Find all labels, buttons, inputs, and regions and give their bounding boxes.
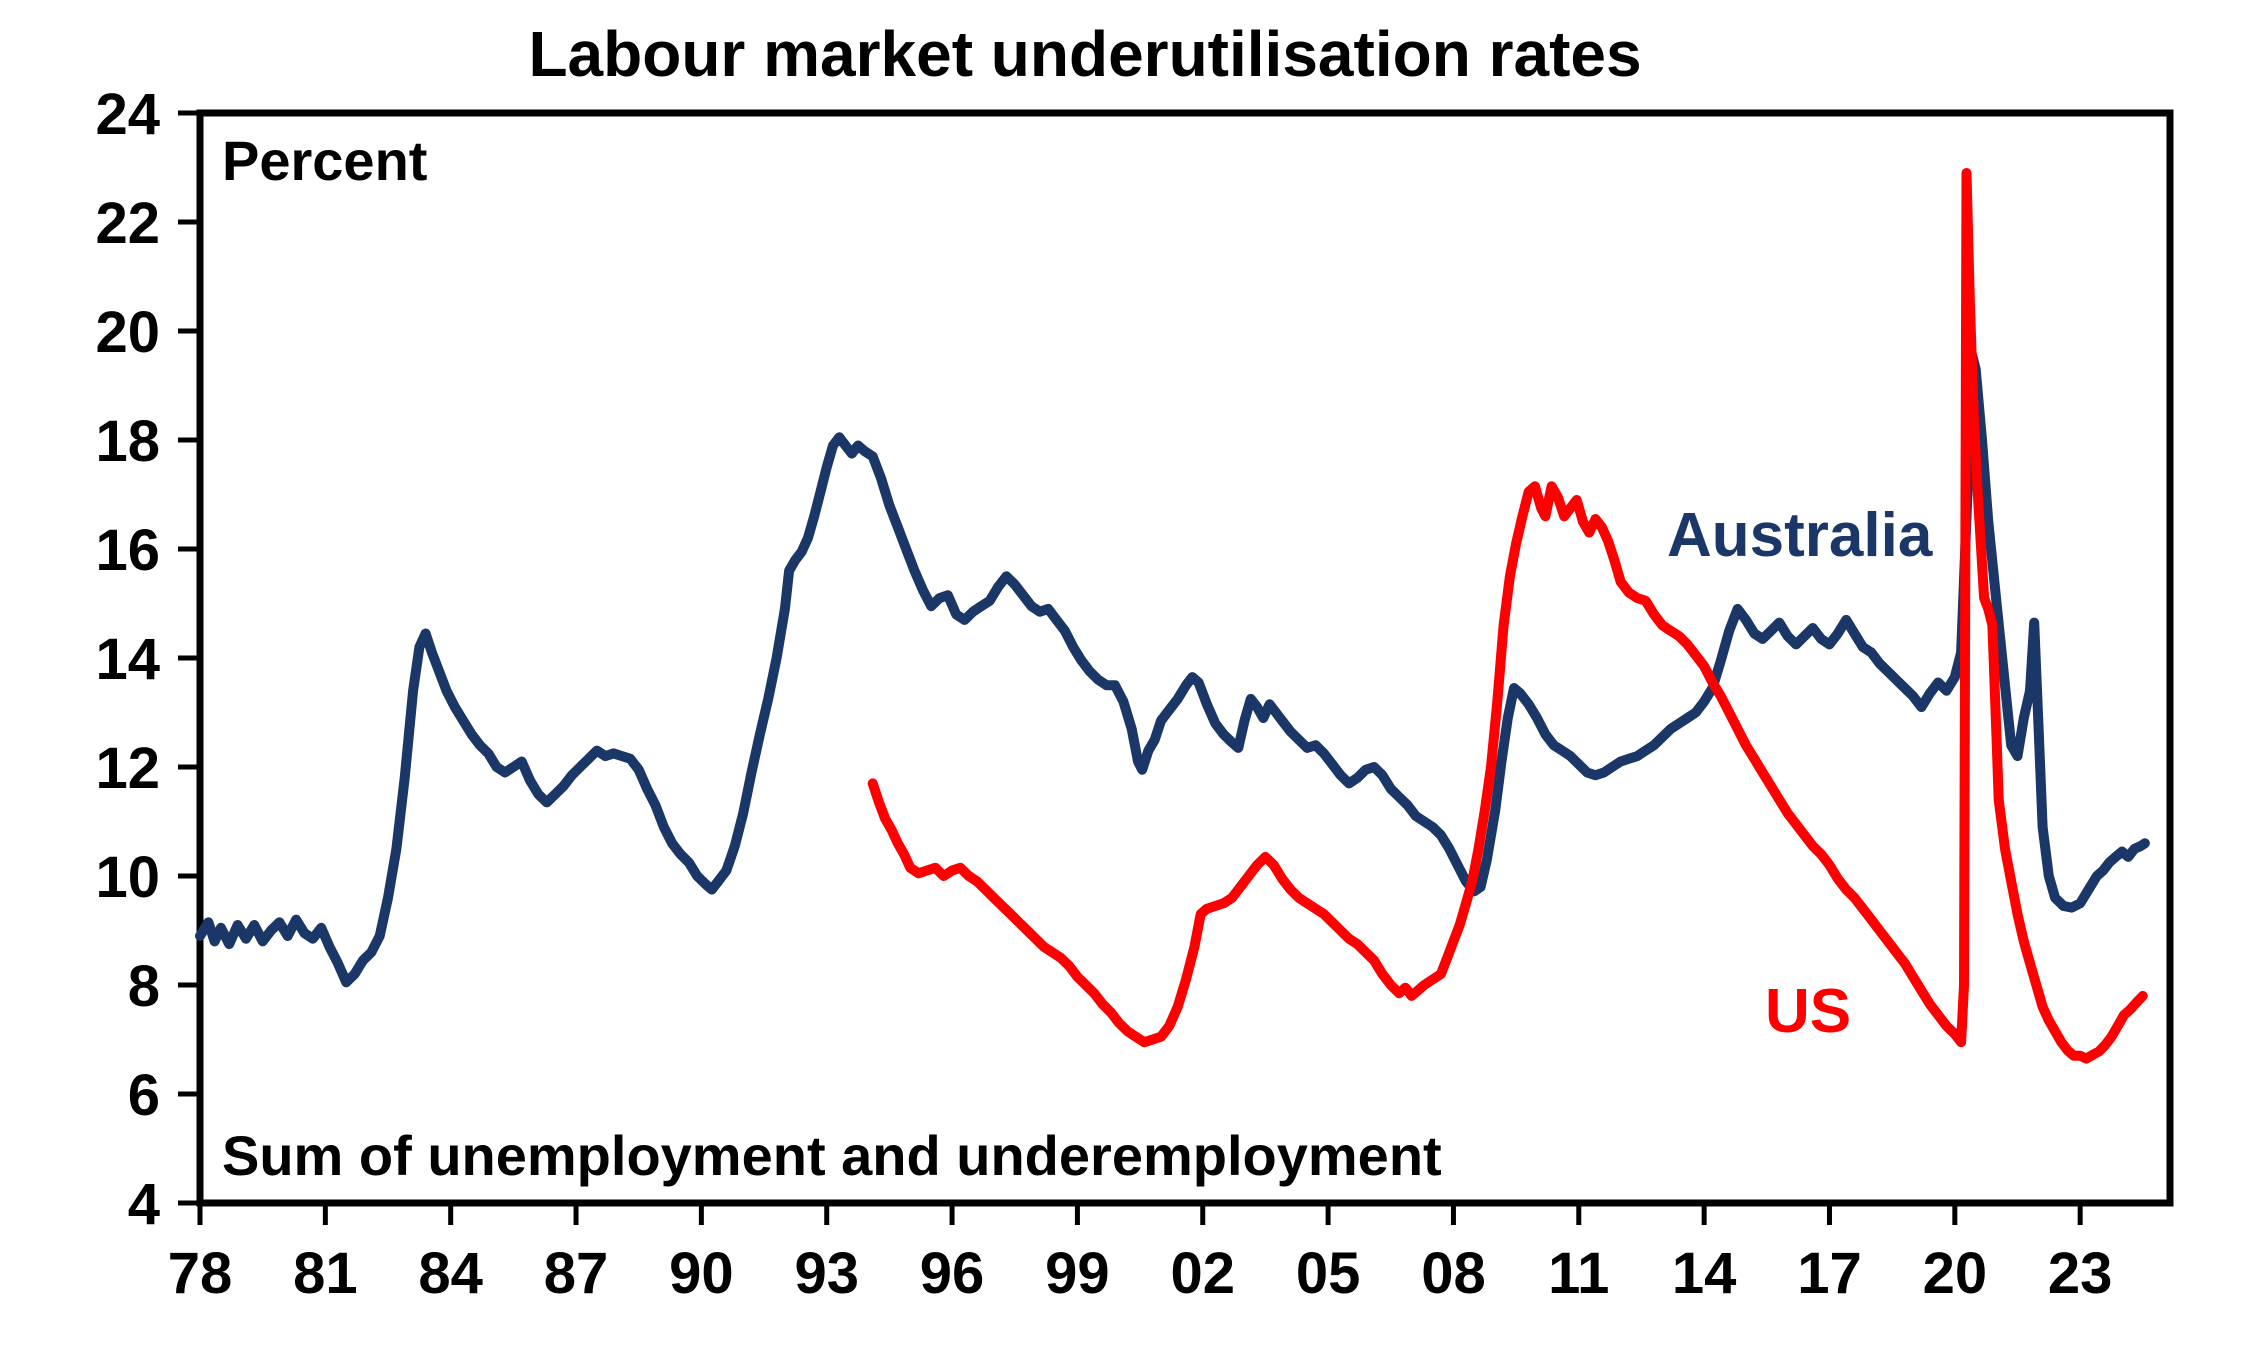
y-tick-label: 14 — [95, 627, 160, 692]
x-axis-ticks: 78 81 84 87 90 93 96 99 02 05 08 11 14 17 20 23 — [168, 1203, 2113, 1306]
y-axis-unit-label: Percent — [222, 129, 427, 192]
y-tick-label: 4 — [128, 1172, 160, 1237]
y-tick-label: 20 — [95, 300, 160, 365]
footnote-label: Sum of unemployment and underemployment — [222, 1124, 1442, 1187]
x-tick-label: 08 — [1421, 1241, 1486, 1306]
x-tick-label: 17 — [1797, 1241, 1862, 1306]
x-tick-label: 11 — [1548, 1241, 1609, 1306]
x-tick-label: 20 — [1923, 1241, 1988, 1306]
y-tick-label: 6 — [128, 1063, 160, 1128]
x-tick-label: 84 — [418, 1241, 483, 1306]
data-series — [195, 168, 2150, 1064]
x-tick-label: 14 — [1672, 1241, 1737, 1306]
y-tick-label: 18 — [95, 409, 160, 474]
chart-title: Labour market underutilisation rates — [528, 18, 1641, 90]
x-tick-label: 78 — [168, 1241, 233, 1306]
x-tick-label: 96 — [920, 1241, 985, 1306]
y-tick-label: 22 — [95, 191, 160, 256]
y-tick-label: 16 — [95, 518, 160, 583]
australia-series-label: Australia — [1667, 501, 1933, 570]
x-tick-label: 90 — [669, 1241, 734, 1306]
x-tick-label: 05 — [1296, 1241, 1361, 1306]
us-line — [867, 168, 2148, 1064]
australia-line — [195, 347, 2150, 988]
y-axis-ticks: 4 6 8 10 12 14 16 18 20 22 24 — [95, 82, 200, 1237]
x-tick-label: 23 — [2048, 1241, 2113, 1306]
x-tick-label: 93 — [794, 1241, 859, 1306]
x-tick-label: 87 — [544, 1241, 609, 1306]
x-tick-label: 99 — [1045, 1241, 1110, 1306]
x-tick-label: 81 — [293, 1241, 358, 1306]
y-tick-label: 10 — [95, 845, 160, 910]
y-tick-label: 24 — [95, 82, 160, 147]
x-tick-label: 02 — [1170, 1241, 1235, 1306]
y-tick-label: 12 — [95, 736, 160, 801]
y-tick-label: 8 — [128, 954, 160, 1019]
us-series-label: US — [1765, 977, 1851, 1046]
